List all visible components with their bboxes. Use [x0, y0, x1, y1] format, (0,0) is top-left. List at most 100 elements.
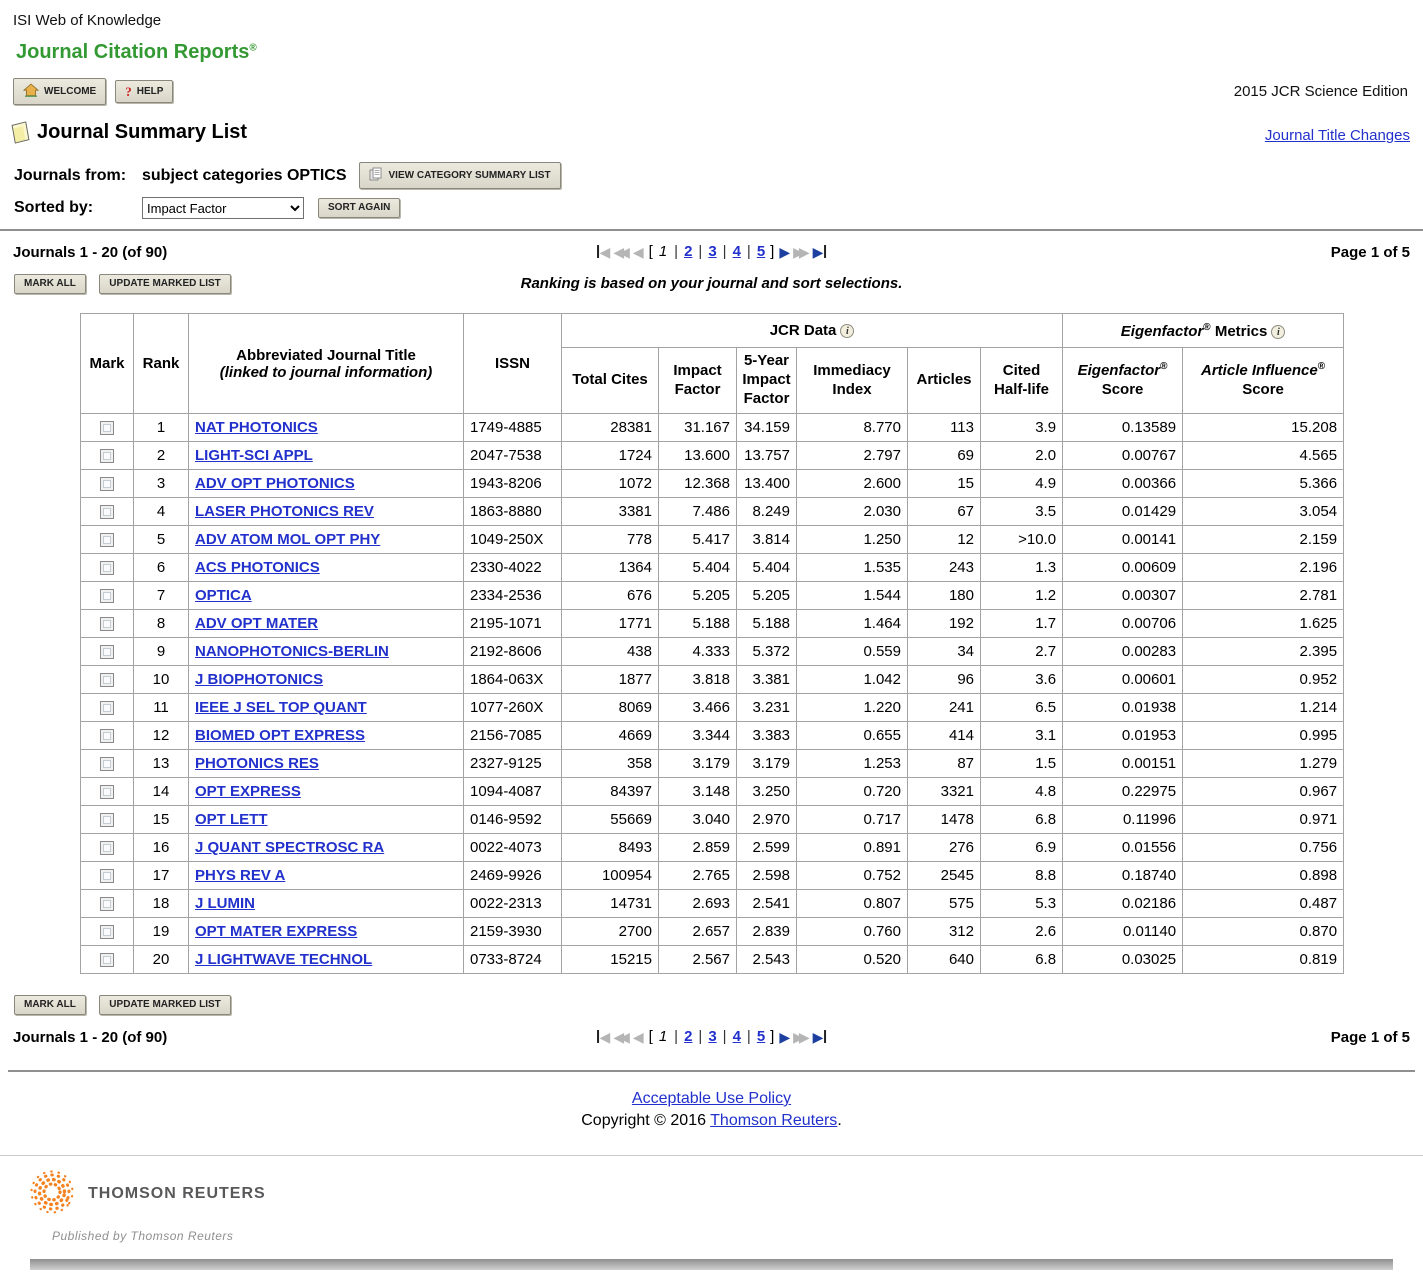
cell-eigenfactor-score: 0.01429	[1062, 497, 1184, 526]
pagination-page-3[interactable]: 3	[708, 1028, 717, 1045]
col-header-cited-half-life: Cited Half-life	[979, 347, 1064, 414]
cell-impact-factor: 5.404	[658, 553, 737, 582]
cell-rank: 12	[133, 721, 189, 750]
pagination-page-4[interactable]: 4	[732, 243, 741, 260]
mark-checkbox[interactable]	[100, 701, 114, 716]
pagination-first-icon[interactable]: ◀	[596, 245, 610, 259]
mark-checkbox[interactable]	[100, 897, 114, 912]
journal-link[interactable]: J LIGHTWAVE TECHNOL	[195, 951, 373, 968]
journal-summary-table: Mark Rank Abbreviated Journal Title (lin…	[80, 313, 1345, 974]
cell-total-cites: 15215	[561, 945, 659, 974]
view-category-summary-button[interactable]: VIEW CATEGORY SUMMARY LIST	[358, 162, 561, 189]
welcome-button[interactable]: WELCOME	[13, 78, 107, 105]
mark-checkbox[interactable]	[100, 813, 114, 828]
pagination-next-icon[interactable]: ▶	[779, 243, 791, 260]
journal-link[interactable]: ADV OPT PHOTONICS	[195, 475, 355, 492]
journal-link[interactable]: ADV ATOM MOL OPT PHY	[195, 531, 381, 548]
journal-link[interactable]: J QUANT SPECTROSC RA	[195, 839, 385, 856]
mark-checkbox[interactable]	[100, 645, 114, 660]
mark-checkbox[interactable]	[100, 757, 114, 772]
mark-checkbox[interactable]	[100, 729, 114, 744]
cell-immediacy-index: 8.770	[796, 413, 908, 442]
journal-link[interactable]: OPT EXPRESS	[195, 783, 301, 800]
journal-link[interactable]: IEEE J SEL TOP QUANT	[195, 699, 367, 716]
mark-checkbox[interactable]	[100, 785, 114, 800]
pagination-prev-icon[interactable]: ◀	[632, 243, 644, 260]
cell-cited-half-life: 6.8	[979, 945, 1064, 974]
pagination-page-4[interactable]: 4	[732, 1028, 741, 1045]
sort-again-button[interactable]: SORT AGAIN	[318, 198, 401, 218]
mark-checkbox[interactable]	[100, 589, 114, 604]
update-marked-list-button-bottom[interactable]: UPDATE MARKED LIST	[99, 995, 231, 1015]
pagination-page-5[interactable]: 5	[756, 243, 766, 260]
mark-checkbox[interactable]	[100, 617, 114, 632]
pagination-fwd10-icon[interactable]: ▶▶	[793, 1028, 809, 1045]
table-row: 1 NAT PHOTONICS 1749-4885 28381 31.167 34.159…	[80, 413, 1345, 442]
col-header-rank: Rank	[133, 313, 189, 414]
cell-mark	[80, 441, 134, 470]
journal-link[interactable]: PHYS REV A	[195, 867, 286, 884]
cell-total-cites: 358	[561, 749, 659, 778]
journal-link[interactable]: BIOMED OPT EXPRESS	[195, 727, 366, 744]
cell-issn: 2330-4022	[463, 553, 562, 582]
pagination-last-icon[interactable]: ▶	[813, 1030, 828, 1044]
mark-checkbox[interactable]	[100, 673, 114, 688]
eigenfactor-metrics-rest: Metrics	[1210, 322, 1268, 340]
mark-checkbox[interactable]	[100, 869, 114, 884]
journal-link[interactable]: LASER PHOTONICS REV	[195, 503, 374, 520]
pagination-next-icon[interactable]: ▶	[779, 1028, 791, 1045]
mark-checkbox[interactable]	[100, 421, 114, 436]
pagination-page-3[interactable]: 3	[708, 243, 717, 260]
category-list-icon	[369, 167, 384, 184]
mark-checkbox-inner	[103, 424, 111, 433]
help-button[interactable]: ? HELP	[115, 80, 174, 103]
journal-link[interactable]: OPTICA	[195, 587, 252, 604]
mark-checkbox-inner	[103, 844, 111, 853]
pagination-prev-icon[interactable]: ◀	[632, 1028, 644, 1045]
sort-field-select[interactable]: Impact Factor	[142, 197, 304, 219]
acceptable-use-policy-link[interactable]: Acceptable Use Policy	[631, 1090, 792, 1107]
journal-link[interactable]: J BIOPHOTONICS	[195, 671, 324, 688]
journal-link[interactable]: OPT LETT	[195, 811, 268, 828]
journal-title-changes-link[interactable]: Journal Title Changes	[1264, 127, 1410, 144]
journal-link[interactable]: NAT PHOTONICS	[195, 419, 318, 436]
pagination-separator: |	[698, 243, 703, 260]
journal-link[interactable]: ACS PHOTONICS	[195, 559, 320, 576]
thomson-reuters-link[interactable]: Thomson Reuters	[710, 1112, 838, 1130]
mark-checkbox[interactable]	[100, 533, 114, 548]
journal-link[interactable]: ADV OPT MATER	[195, 615, 319, 632]
mark-checkbox[interactable]	[100, 505, 114, 520]
mark-checkbox[interactable]	[100, 925, 114, 940]
update-marked-list-button[interactable]: UPDATE MARKED LIST	[99, 274, 231, 294]
jcr-info-icon[interactable]: i	[840, 324, 855, 338]
cell-mark	[80, 637, 134, 666]
journal-link[interactable]: LIGHT-SCI APPL	[195, 447, 313, 464]
mark-checkbox[interactable]	[100, 449, 114, 464]
copyright-text: Copyright © 2016	[581, 1112, 711, 1130]
eigenfactor-info-icon[interactable]: i	[1271, 324, 1286, 339]
cell-journal-title: J BIOPHOTONICS	[188, 665, 464, 694]
journal-link[interactable]: NANOPHOTONICS-BERLIN	[195, 643, 389, 660]
pagination-back10-icon[interactable]: ◀◀	[613, 243, 629, 260]
pagination-back10-icon[interactable]: ◀◀	[613, 1028, 629, 1045]
mark-checkbox[interactable]	[100, 477, 114, 492]
pagination-first-icon[interactable]: ◀	[596, 1030, 610, 1044]
mark-all-button-bottom[interactable]: MARK ALL	[14, 995, 86, 1015]
cell-total-cites: 1724	[561, 441, 659, 470]
pagination-fwd10-icon[interactable]: ▶▶	[793, 243, 809, 260]
mark-checkbox[interactable]	[100, 953, 114, 968]
cell-eigenfactor-score: 0.03025	[1062, 945, 1184, 974]
pagination-page-2[interactable]: 2	[684, 243, 693, 260]
mark-checkbox[interactable]	[100, 841, 114, 856]
journal-link[interactable]: OPT MATER EXPRESS	[195, 923, 358, 940]
pagination-page-5[interactable]: 5	[756, 1028, 766, 1045]
mark-checkbox[interactable]	[100, 561, 114, 576]
journal-link[interactable]: J LUMIN	[195, 895, 255, 912]
cell-articles: 180	[907, 581, 981, 610]
mark-all-button[interactable]: MARK ALL	[14, 274, 86, 294]
journal-link[interactable]: PHOTONICS RES	[195, 755, 319, 772]
cell-impact-factor: 5.417	[658, 525, 737, 554]
pagination-last-icon[interactable]: ▶	[813, 245, 828, 259]
pagination-page-2[interactable]: 2	[684, 1028, 693, 1045]
eigenfactor-metrics-label: Eigenfactor	[1120, 322, 1204, 340]
